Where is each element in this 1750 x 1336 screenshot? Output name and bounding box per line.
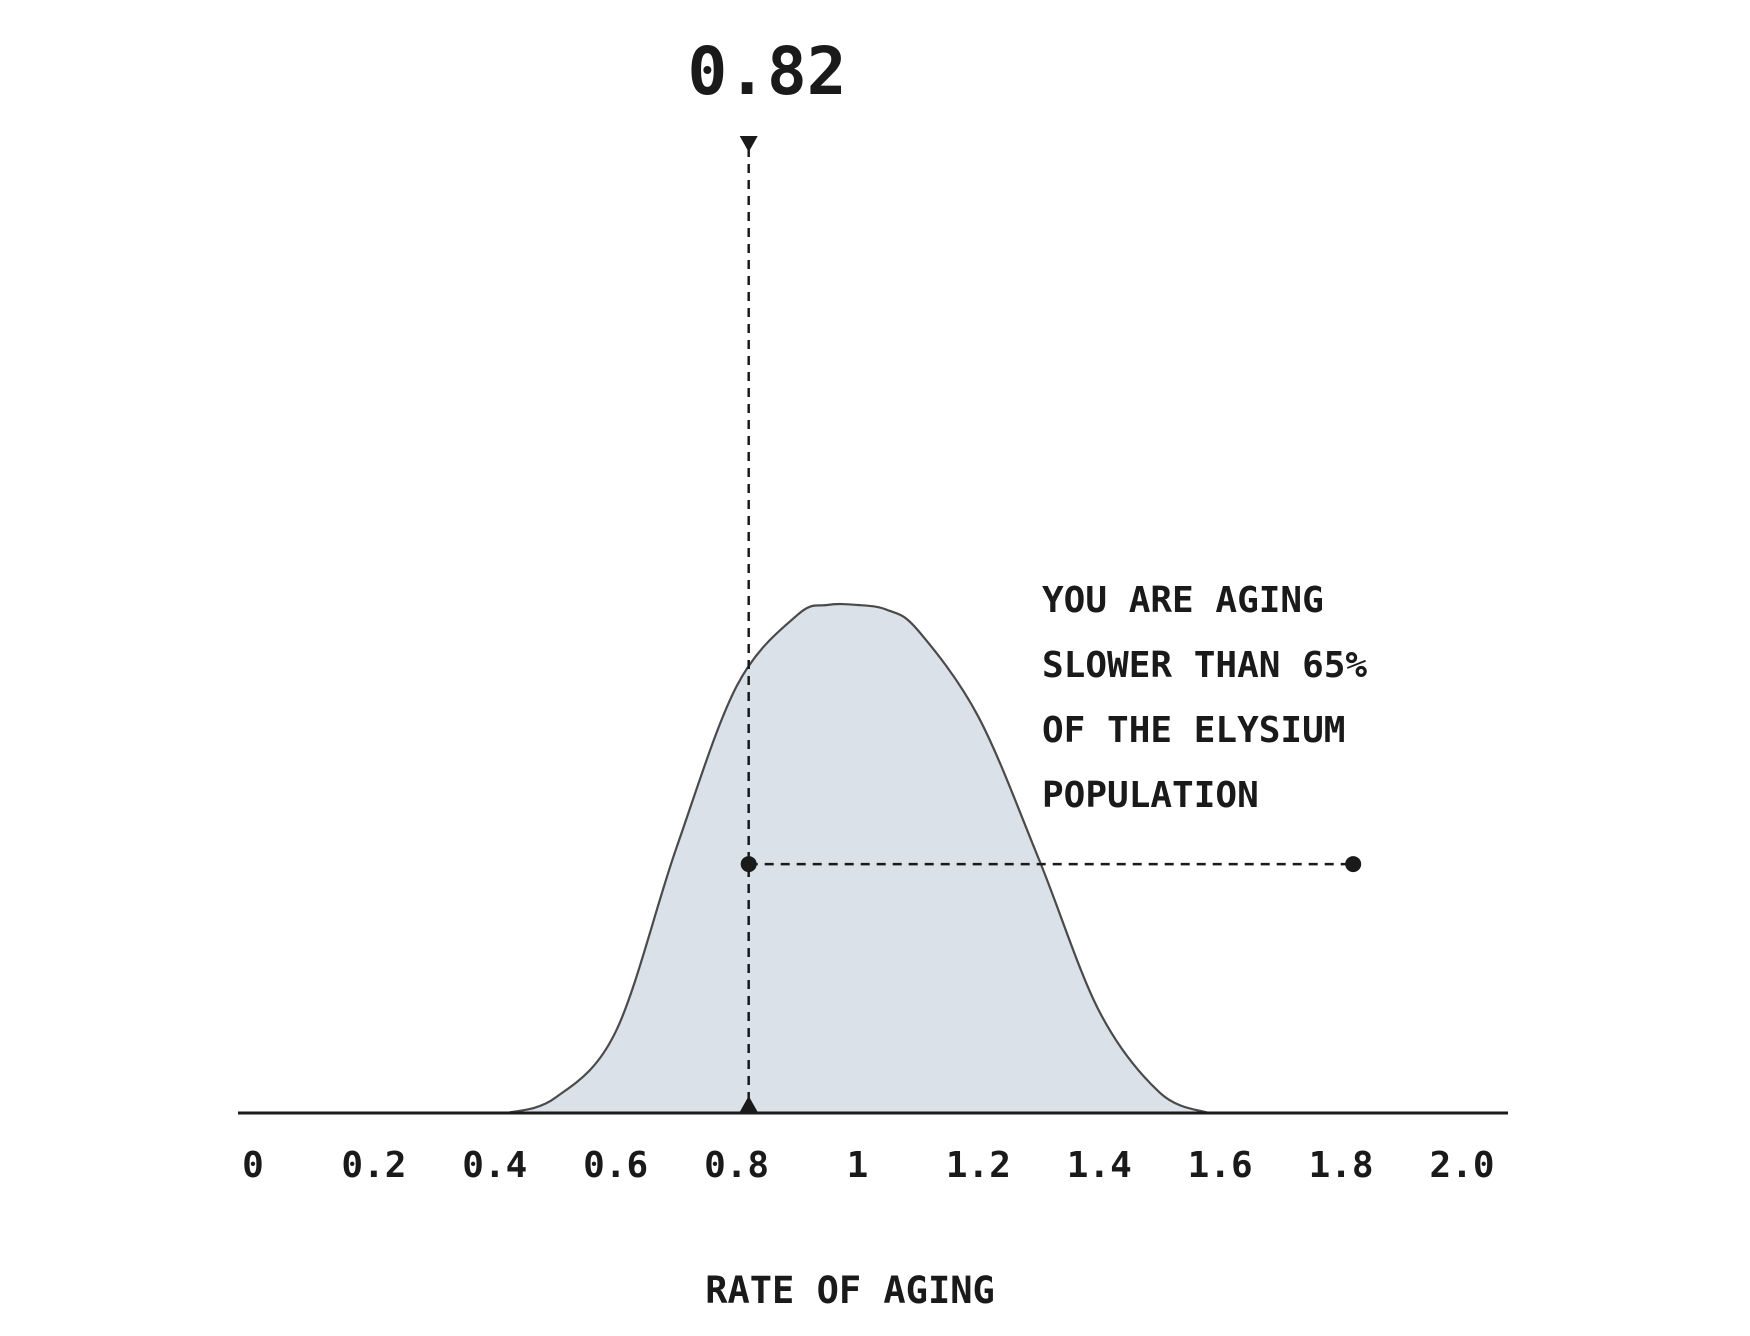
- x-tick-label: 0.2: [341, 1145, 406, 1186]
- x-tick-label: 2.0: [1429, 1145, 1494, 1186]
- x-tick-label: 0.6: [583, 1145, 648, 1186]
- x-tick-label: 1.8: [1309, 1145, 1374, 1186]
- x-axis-title: RATE OF AGING: [705, 1269, 995, 1312]
- x-tick-label: 1.2: [946, 1145, 1011, 1186]
- x-tick-label: 0.4: [462, 1145, 527, 1186]
- x-tick-label: 0: [242, 1145, 264, 1186]
- x-tick-label: 1.4: [1067, 1145, 1132, 1186]
- plot-area: [238, 136, 1508, 1115]
- x-tick-label: 0.8: [704, 1145, 769, 1186]
- x-tick-label: 1: [847, 1145, 869, 1186]
- annotation-line-4: POPULATION: [1042, 775, 1259, 816]
- annotation-text: YOU ARE AGING SLOWER THAN 65% OF THE ELY…: [1042, 580, 1367, 816]
- x-axis-tick-labels: 0 0.2 0.4 0.6 0.8 1 1.2 1.4 1.6 1.8 2.0: [242, 1145, 1494, 1186]
- annotation-line-2: SLOWER THAN 65%: [1042, 645, 1367, 686]
- annotation-line-3: OF THE ELYSIUM: [1042, 710, 1345, 751]
- guide-end-dot: [1345, 856, 1362, 873]
- marker-arrow-up: [739, 1096, 758, 1112]
- marker-arrow-down: [739, 136, 758, 152]
- guide-start-dot: [740, 856, 757, 873]
- annotation-line-1: YOU ARE AGING: [1042, 580, 1324, 621]
- distribution-area: [506, 604, 1209, 1113]
- x-tick-label: 1.6: [1188, 1145, 1253, 1186]
- marker-value-label: 0.82: [688, 33, 847, 110]
- distribution-curve: [506, 602, 1209, 1115]
